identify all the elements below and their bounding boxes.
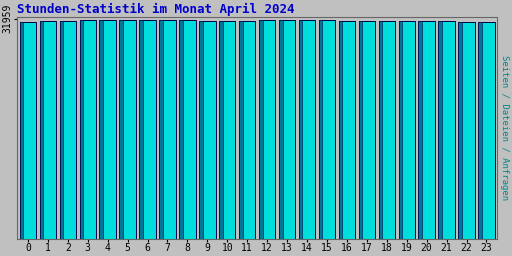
Bar bbox=[398, 21, 415, 239]
Bar bbox=[359, 22, 362, 239]
Bar bbox=[159, 20, 176, 239]
Bar bbox=[378, 22, 382, 239]
Bar bbox=[39, 21, 44, 239]
Bar bbox=[398, 21, 402, 239]
Bar bbox=[418, 21, 422, 239]
Bar bbox=[59, 21, 63, 239]
Bar bbox=[199, 21, 203, 239]
Text: Stunden-Statistik im Monat April 2024: Stunden-Statistik im Monat April 2024 bbox=[17, 3, 294, 16]
Bar bbox=[299, 20, 315, 239]
Bar bbox=[259, 20, 275, 239]
Bar bbox=[339, 21, 355, 239]
Bar bbox=[79, 20, 83, 239]
Bar bbox=[20, 22, 24, 239]
Bar bbox=[458, 22, 462, 239]
Bar bbox=[179, 20, 183, 239]
Bar bbox=[239, 21, 255, 239]
Bar bbox=[359, 22, 375, 239]
Bar bbox=[139, 20, 156, 239]
Bar bbox=[299, 20, 303, 239]
Bar bbox=[339, 21, 343, 239]
Bar bbox=[39, 21, 56, 239]
Bar bbox=[99, 20, 103, 239]
Bar bbox=[259, 20, 263, 239]
Bar bbox=[319, 20, 323, 239]
Bar bbox=[179, 20, 196, 239]
Bar bbox=[79, 20, 96, 239]
Bar bbox=[59, 21, 76, 239]
Bar bbox=[219, 21, 223, 239]
Bar bbox=[199, 21, 216, 239]
Bar bbox=[119, 20, 136, 239]
Bar bbox=[378, 22, 395, 239]
Bar bbox=[319, 20, 335, 239]
Bar bbox=[478, 22, 495, 239]
Bar bbox=[438, 21, 442, 239]
Bar bbox=[418, 21, 435, 239]
Bar bbox=[239, 21, 243, 239]
Bar bbox=[279, 20, 295, 239]
Bar bbox=[279, 20, 283, 239]
Bar bbox=[438, 21, 455, 239]
Bar bbox=[219, 21, 236, 239]
Bar bbox=[478, 22, 482, 239]
Bar bbox=[20, 22, 36, 239]
Bar bbox=[458, 22, 475, 239]
Bar bbox=[119, 20, 123, 239]
Bar bbox=[139, 20, 143, 239]
Bar bbox=[159, 20, 163, 239]
Bar bbox=[99, 20, 116, 239]
